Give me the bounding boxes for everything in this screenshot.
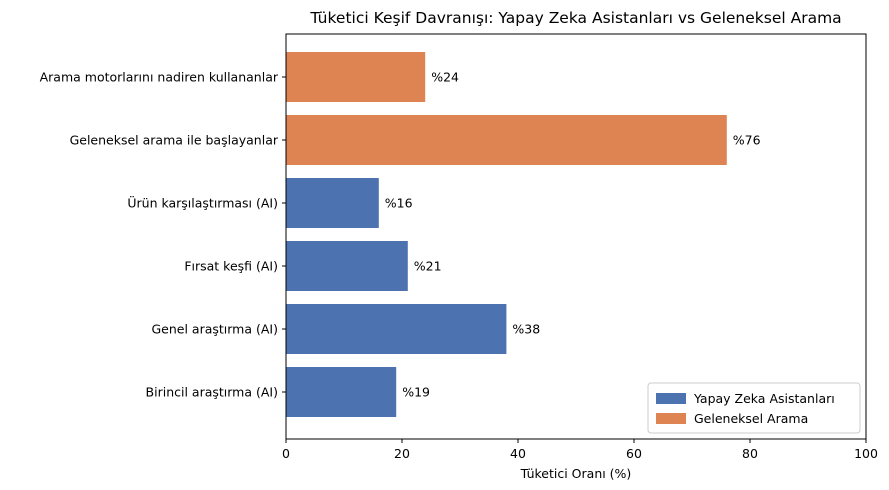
bar-value-label: %38 <box>512 322 540 337</box>
category-label: Ürün karşılaştırması (AI) <box>127 195 278 211</box>
bar-value-label: %24 <box>431 70 459 85</box>
bar-value-label: %21 <box>414 259 442 274</box>
category-label: Fırsat keşfi (AI) <box>184 259 278 274</box>
x-axis: 0 20 40 60 80 100 <box>282 439 878 461</box>
category-label: Birincil araştırma (AI) <box>146 385 278 400</box>
bar <box>286 52 426 102</box>
x-tick-label: 60 <box>626 446 642 461</box>
bar <box>286 178 379 228</box>
plot-frame <box>285 33 867 440</box>
y-axis: Birincil araştırma (AI) Genel araştırma (… <box>40 70 286 400</box>
legend-label: Geleneksel Arama <box>694 411 808 426</box>
bar <box>286 304 507 354</box>
legend-label: Yapay Zeka Asistanları <box>693 391 835 406</box>
x-tick-label: 80 <box>742 446 758 461</box>
chart-title: Tüketici Keşif Davranışı: Yapay Zeka Asi… <box>309 9 841 27</box>
bar <box>286 115 727 165</box>
x-axis-label: Tüketici Oranı (%) <box>520 466 632 481</box>
category-label: Genel araştırma (AI) <box>151 322 278 337</box>
bar <box>286 367 397 417</box>
bar-value-label: %16 <box>385 196 413 211</box>
x-tick-label: 20 <box>394 446 410 461</box>
legend-swatch <box>656 413 686 424</box>
x-tick-label: 100 <box>854 446 878 461</box>
legend-swatch <box>656 393 686 404</box>
bar-value-label: %76 <box>733 133 761 148</box>
legend: Yapay Zeka Asistanları Geleneksel Arama <box>647 382 861 434</box>
x-tick-label: 0 <box>282 446 290 461</box>
category-label: Arama motorlarını nadiren kullananlar <box>40 70 279 85</box>
bar-value-label: %19 <box>402 385 430 400</box>
bar <box>286 241 408 291</box>
legend-box <box>647 382 861 434</box>
bars-layer: %19 %38 %21 %16 %76 %24 <box>286 52 761 417</box>
category-label: Geleneksel arama ile başlayanlar <box>70 133 279 148</box>
x-tick-label: 40 <box>510 446 526 461</box>
